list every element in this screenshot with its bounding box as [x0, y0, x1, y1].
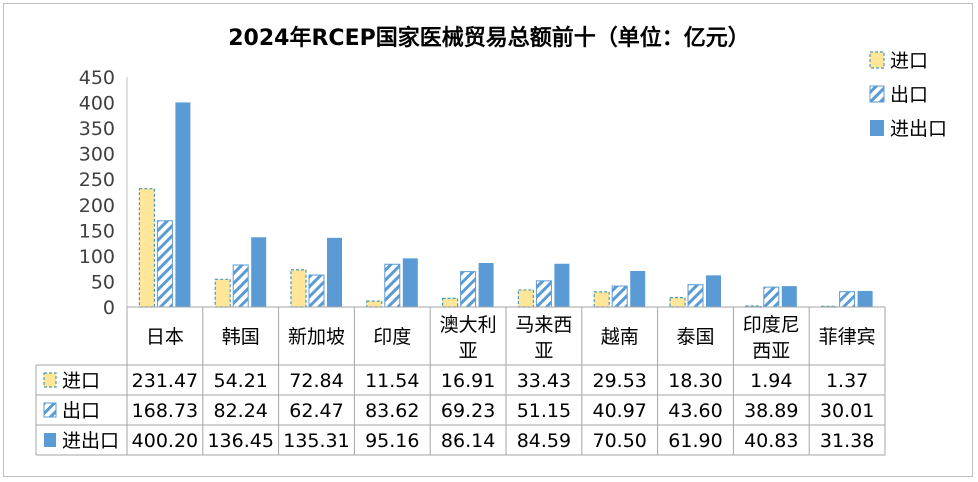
bar-进口-马来西亚 [517, 289, 535, 308]
data-label: 135.31 [283, 430, 349, 452]
bar-进口-韩国 [214, 278, 231, 308]
bar-出口-澳大利亚 [460, 271, 477, 308]
data-label: 84.59 [517, 430, 571, 452]
x-category-label: 西亚 [752, 340, 790, 362]
bar-出口-新加坡 [308, 274, 325, 308]
bar-进出口-菲律宾 [857, 290, 873, 307]
data-label: 16.91 [441, 370, 495, 392]
bar-出口-越南 [611, 285, 628, 308]
data-label: 86.14 [441, 430, 495, 452]
y-tick-label: 0 [103, 297, 115, 319]
y-tick-label: 200 [79, 195, 115, 217]
bar-进口-日本 [138, 188, 155, 308]
x-category-label: 亚 [534, 340, 553, 362]
bar-进出口-马来西亚 [554, 263, 570, 307]
x-category-label: 越南 [601, 326, 639, 348]
y-tick-label: 50 [91, 271, 115, 293]
bar-出口-马来西亚 [535, 280, 552, 308]
y-tick-label: 400 [79, 93, 115, 115]
legend-label: 出口 [890, 84, 928, 106]
bar-进出口-越南 [630, 270, 646, 307]
x-category-label: 马来西 [515, 314, 572, 336]
bar-进口-新加坡 [290, 269, 307, 308]
data-label: 40.97 [592, 400, 646, 422]
data-label: 11.54 [365, 370, 419, 392]
data-label: 33.43 [517, 370, 571, 392]
legend-label: 进出口 [890, 118, 947, 140]
bar-进口-澳大利亚 [442, 297, 459, 308]
bar-出口-印度尼西亚 [763, 286, 780, 308]
x-category-label: 韩国 [222, 326, 260, 348]
data-label: 38.89 [744, 400, 798, 422]
data-label: 40.83 [744, 430, 798, 452]
legend-swatch-进口 [869, 51, 885, 69]
data-label: 29.53 [592, 370, 646, 392]
bar-进口-越南 [593, 291, 610, 308]
data-label: 54.21 [213, 370, 267, 392]
y-tick-label: 150 [79, 220, 115, 242]
table-key-出口 [43, 402, 57, 418]
bar-进口-泰国 [669, 297, 686, 308]
data-label: 30.01 [820, 400, 874, 422]
data-label: 1.37 [826, 370, 868, 392]
y-tick-label: 350 [79, 118, 115, 140]
data-label: 51.15 [517, 400, 571, 422]
legend-swatch-进出口 [870, 120, 884, 136]
x-category-label: 印度尼 [743, 314, 800, 336]
y-tick-label: 100 [79, 246, 115, 268]
y-tick-label: 450 [79, 67, 115, 89]
data-label: 95.16 [365, 430, 419, 452]
x-category-label: 日本 [146, 326, 184, 348]
bar-进出口-印度尼西亚 [781, 286, 797, 307]
data-label: 72.84 [289, 370, 343, 392]
x-category-label: 菲律宾 [819, 326, 876, 348]
y-tick-label: 300 [79, 144, 115, 166]
table-row-label: 进口 [62, 370, 100, 392]
chart-frame [3, 3, 973, 477]
data-label: 70.50 [592, 430, 646, 452]
x-category-label: 印度 [373, 326, 411, 348]
data-label: 18.30 [668, 370, 722, 392]
chart-title: 2024年RCEP国家医械贸易总额前十（单位：亿元） [228, 26, 750, 51]
data-label: 43.60 [668, 400, 722, 422]
bar-进出口-韩国 [251, 237, 267, 307]
x-category-label: 新加坡 [288, 326, 345, 348]
data-label: 31.38 [820, 430, 874, 452]
data-label: 62.47 [289, 400, 343, 422]
table-row-label: 进出口 [62, 430, 119, 452]
data-label: 400.20 [132, 430, 198, 452]
data-label: 82.24 [213, 400, 267, 422]
bar-出口-菲律宾 [839, 291, 856, 308]
data-label: 69.23 [441, 400, 495, 422]
bar-进出口-新加坡 [327, 237, 342, 307]
table-row-label: 出口 [62, 400, 100, 422]
y-tick-label: 250 [79, 169, 115, 191]
x-category-label: 澳大利 [440, 314, 497, 336]
bar-出口-韩国 [232, 264, 249, 308]
x-category-label: 亚 [459, 340, 478, 362]
data-label: 61.90 [668, 430, 722, 452]
table-key-进出口 [44, 433, 56, 447]
data-label: 136.45 [207, 430, 273, 452]
bar-进出口-印度 [402, 258, 418, 307]
legend-label: 进口 [890, 50, 928, 72]
table-key-进口 [43, 372, 57, 388]
data-label: 83.62 [365, 400, 419, 422]
data-label: 231.47 [132, 370, 198, 392]
x-category-label: 泰国 [676, 326, 714, 348]
data-label: 168.73 [132, 400, 198, 422]
bar-进出口-日本 [175, 102, 191, 307]
data-label: 1.94 [750, 370, 792, 392]
legend-swatch-出口 [869, 85, 885, 103]
bar-出口-日本 [156, 220, 173, 308]
bar-出口-泰国 [687, 284, 704, 308]
bar-进出口-澳大利亚 [478, 262, 494, 307]
bar-出口-印度 [384, 263, 401, 308]
bar-进口-印度 [366, 300, 383, 308]
bar-进出口-泰国 [706, 275, 721, 307]
